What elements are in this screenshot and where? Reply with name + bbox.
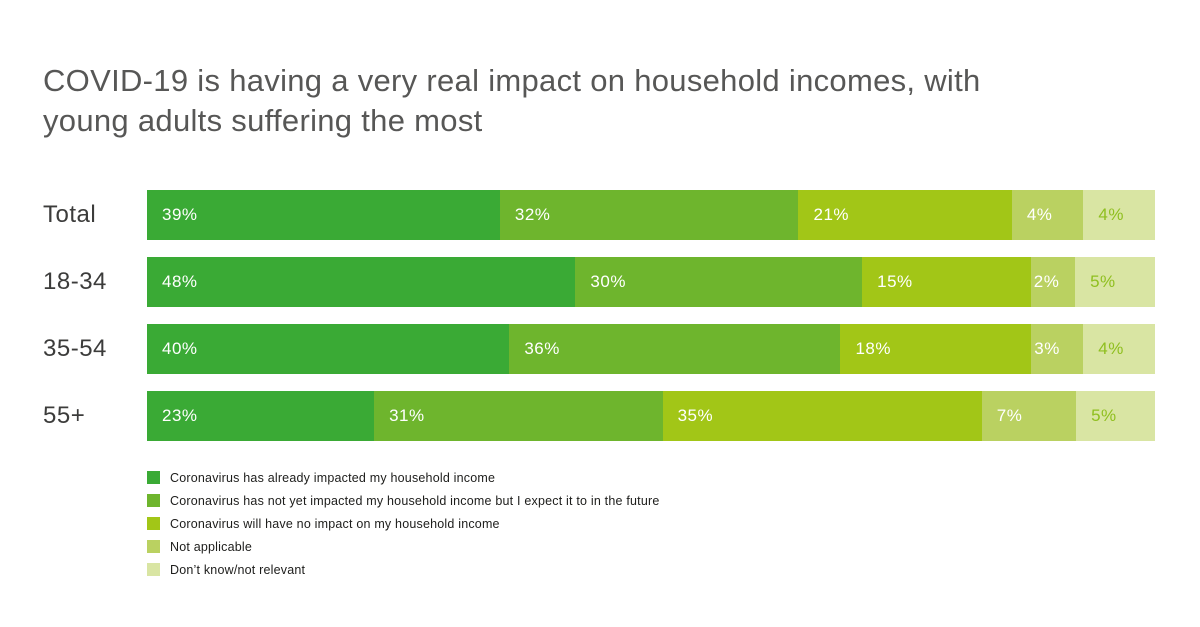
legend-label: Coronavirus has not yet impacted my hous… [170, 493, 660, 508]
stacked-bar: 39% 32% 21% 4% 4% [147, 190, 1155, 240]
legend-item-1: Coronavirus has not yet impacted my hous… [147, 489, 659, 512]
chart-row-18-34: 18-34 48% 30% 15% 2% 5% [43, 257, 1155, 307]
legend-label: Coronavirus will have no impact on my ho… [170, 516, 500, 531]
chart-title-line-2: young adults suffering the most [43, 102, 483, 138]
legend-swatch [147, 471, 160, 484]
segment-value-label: 32% [514, 205, 551, 224]
segment-value-label: 5% [1091, 406, 1117, 425]
legend-label: Not applicable [170, 539, 253, 554]
segment-value-label: 15% [877, 272, 913, 291]
segment-value-label: 35% [677, 406, 714, 425]
segment-value-label: 23% [162, 406, 198, 425]
legend-item-3: Not applicable [147, 535, 659, 558]
stacked-bar: 23% 31% 35% 7% 5% [147, 391, 1156, 441]
stacked-bar-chart: Total 39% 32% 21% 4% 4% 18-34 48% 30% 15% 2% 5% 35-5… [43, 190, 1156, 458]
bar-segment: 5% [1076, 391, 1156, 441]
legend-label: Don’t know/not relevant [170, 562, 306, 577]
bar-segment: 35% [662, 391, 982, 441]
legend-swatch [147, 563, 160, 576]
stacked-bar: 48% 30% 15% 2% 5% [147, 257, 1155, 307]
stacked-bar: 40% 36% 18% 3% 4% [147, 324, 1155, 374]
segment-value-label: 39% [162, 205, 198, 224]
segment-value-label: 4% [1098, 339, 1124, 358]
segment-value-label: 31% [389, 406, 425, 425]
bar-segment: 4% [1083, 190, 1155, 240]
chart-row-total: Total 39% 32% 21% 4% 4% [43, 190, 1155, 240]
legend-swatch [147, 494, 160, 507]
segment-value-label: 4% [1026, 205, 1053, 224]
chart-row-35-54: 35-54 40% 36% 18% 3% 4% [43, 324, 1155, 374]
category-label: 55+ [43, 402, 86, 429]
segment-value-label: 30% [590, 272, 626, 291]
segment-value-label: 3% [1034, 339, 1060, 358]
segment-value-label: 40% [162, 339, 198, 358]
bar-segment: 4% [1083, 324, 1155, 374]
bar-segment: 7% [981, 391, 1077, 441]
bar-segment: 48% [147, 257, 576, 307]
bar-segment: 15% [862, 257, 1031, 307]
bar-segment: 36% [509, 324, 841, 374]
bar-segment: 30% [575, 257, 863, 307]
legend-swatch [147, 540, 160, 553]
bar-segment: 32% [499, 190, 799, 240]
bar-segment: 23% [147, 391, 375, 441]
bar-segment: 39% [147, 190, 500, 240]
bar-segment: 40% [147, 324, 510, 374]
bar-segment: 4% [1011, 190, 1084, 240]
segment-value-label: 2% [1033, 272, 1060, 291]
legend-item-4: Don’t know/not relevant [147, 558, 659, 581]
legend-item-0: Coronavirus has already impacted my hous… [147, 466, 659, 489]
bar-segment: 5% [1075, 257, 1155, 307]
segment-value-label: 36% [524, 339, 560, 358]
segment-value-label: 4% [1098, 205, 1124, 224]
category-label: 18-34 [43, 268, 107, 295]
segment-value-label: 21% [813, 205, 850, 224]
bar-segment: 2% [1030, 257, 1076, 307]
chart-row-55-: 55+ 23% 31% 35% 7% 5% [43, 391, 1156, 441]
chart-title-line-1: COVID-19 is having a very real impact on… [43, 62, 981, 98]
legend-swatch [147, 517, 160, 530]
bar-segment: 21% [798, 190, 1012, 240]
bar-segment: 18% [840, 324, 1032, 374]
segment-value-label: 7% [996, 406, 1023, 425]
bar-segment: 31% [374, 391, 663, 441]
segment-value-label: 5% [1090, 272, 1116, 291]
segment-value-label: 18% [855, 339, 891, 358]
category-label: 35-54 [43, 335, 107, 362]
segment-value-label: 48% [162, 272, 198, 291]
bar-segment: 3% [1031, 324, 1084, 374]
chart-legend: Coronavirus has already impacted my hous… [147, 466, 659, 581]
legend-label: Coronavirus has already impacted my hous… [170, 470, 496, 485]
legend-item-2: Coronavirus will have no impact on my ho… [147, 512, 659, 535]
category-label: Total [43, 201, 97, 228]
chart-title: COVID-19 is having a very real impact on… [43, 61, 981, 141]
